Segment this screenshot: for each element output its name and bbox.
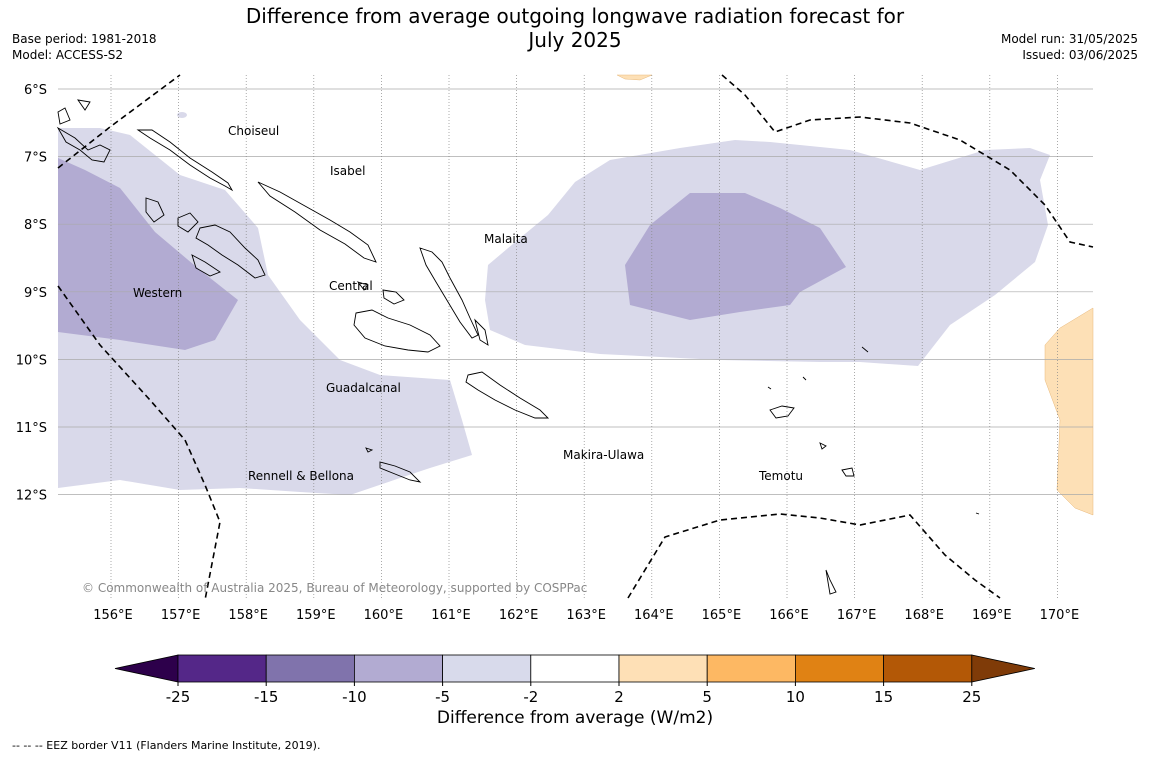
colorbar-extend-min: [114, 654, 179, 683]
lat-label: 7°S: [24, 151, 47, 166]
lat-label: 8°S: [24, 218, 47, 233]
colorbar-tick-label: 10: [786, 688, 805, 706]
colorbar-tick-label: -15: [254, 688, 279, 706]
lon-label: 161°E: [431, 608, 471, 623]
mid-purple-east: [625, 193, 846, 320]
colorbar-tick-label: -25: [166, 688, 191, 706]
map: 6°S 7°S 8°S 9°S 10°S 11°S 12°S 156°E 157°E 158°E…: [16, 74, 1094, 623]
place-label: Choiseul: [228, 124, 279, 138]
lon-labels: 156°E 157°E 158°E 159°E 160°E 161°E 162°E 163°E…: [93, 608, 1079, 623]
anomaly-fills: [58, 74, 1094, 516]
lon-label: 157°E: [161, 608, 201, 623]
lon-label: 169°E: [972, 608, 1012, 623]
base-period: Base period: 1981-2018: [12, 32, 157, 46]
colorbar-tick-label: -10: [342, 688, 367, 706]
place-label: Rennell & Bellona: [248, 469, 354, 483]
colorbar-tick-label: -5: [435, 688, 450, 706]
grid: [58, 75, 1093, 598]
colorbar-tick-label: 2: [614, 688, 624, 706]
light-purple-west: [58, 128, 472, 495]
mid-purple-west: [58, 158, 238, 350]
lon-label: 160°E: [364, 608, 404, 623]
lon-label: 164°E: [634, 608, 674, 623]
colorbar-label: Difference from average (W/m2): [436, 708, 714, 728]
colorbar-segment: [618, 654, 708, 683]
lon-label: 165°E: [702, 608, 742, 623]
lon-label: 159°E: [296, 608, 336, 623]
colorbar-extend-max: [971, 654, 1035, 683]
colorbar-segment: [706, 654, 796, 683]
colorbar-segment: [883, 654, 973, 683]
copyright-text: © Commonwealth of Australia 2025, Bureau…: [82, 581, 587, 595]
title-line-1: Difference from average outgoing longwav…: [245, 4, 905, 28]
lat-label: 9°S: [24, 286, 47, 301]
coast-choiseul: [136, 129, 234, 192]
coast-makira: [465, 371, 550, 419]
lat-label: 6°S: [24, 83, 47, 98]
place-label: Temotu: [758, 469, 803, 483]
colorbar-segment: [530, 654, 620, 683]
colorbar-ticks: -25 -15 -10 -5 -2 2 5 10 15 25: [166, 682, 981, 706]
coast-florida: [356, 281, 405, 305]
colorbar-tick-label: 25: [962, 688, 981, 706]
issued-date: Issued: 03/06/2025: [1022, 48, 1138, 62]
colorbar-segment: [795, 654, 885, 683]
eez-north-east: [721, 74, 1094, 248]
lon-label: 162°E: [499, 608, 539, 623]
coast-isabel: [257, 181, 377, 263]
meta-left: Base period: 1981-2018 Model: ACCESS-S2: [12, 31, 157, 63]
coast-bougainville: [56, 99, 111, 163]
coastlines: [56, 99, 980, 595]
colorbar-segments: [114, 654, 1035, 683]
eez-south: [627, 513, 1001, 599]
lon-label: 158°E: [228, 608, 268, 623]
lon-label: 166°E: [769, 608, 809, 623]
model-run: Model run: 31/05/2025: [1000, 32, 1138, 46]
colorbar-tick-label: -2: [523, 688, 538, 706]
place-label: Western: [133, 286, 182, 300]
place-label: Guadalcanal: [326, 381, 401, 395]
lat-labels: 6°S 7°S 8°S 9°S 10°S 11°S 12°S: [16, 83, 47, 504]
colorbar-tick-label: 15: [874, 688, 893, 706]
coast-new-georgia: [145, 197, 266, 279]
eez-footnote: -- -- -- EEZ border V11 (Flanders Marine…: [12, 739, 321, 752]
place-label: Makira-Ulawa: [563, 448, 644, 462]
place-labels: Choiseul Isabel Malaita Western Central Guada…: [133, 124, 803, 483]
lat-label: 10°S: [16, 353, 47, 368]
colorbar-segment: [265, 654, 355, 683]
small-purple-patch: [177, 112, 187, 118]
model-name: Model: ACCESS-S2: [12, 48, 124, 62]
coast-santa-cruz: [767, 346, 980, 595]
colorbar-segment: [442, 654, 532, 683]
place-label: Malaita: [484, 232, 528, 246]
colorbar-segment: [353, 654, 443, 683]
coast-malaita: [419, 247, 489, 346]
eez-borders: [57, 74, 1094, 601]
light-orange-east: [1044, 307, 1094, 516]
colorbar-segment: [177, 654, 267, 683]
lon-label: 156°E: [93, 608, 133, 623]
eez-west-top: [57, 74, 181, 169]
lon-label: 163°E: [566, 608, 606, 623]
coast-rennell: [365, 447, 422, 483]
place-label: Central: [329, 279, 373, 293]
lon-label: 168°E: [904, 608, 944, 623]
place-label: Isabel: [330, 164, 365, 178]
light-orange-north: [616, 74, 653, 81]
title-line-2: July 2025: [528, 28, 622, 52]
lon-label: 170°E: [1040, 608, 1080, 623]
lat-label: 12°S: [16, 489, 47, 504]
eez-west-bottom: [57, 285, 221, 601]
lat-label: 11°S: [16, 421, 47, 436]
meta-right: Model run: 31/05/2025 Issued: 03/06/2025: [1001, 31, 1138, 63]
chart-title: Difference from average outgoing longwav…: [0, 4, 1150, 52]
colorbar-tick-label: 5: [702, 688, 712, 706]
lon-label: 167°E: [837, 608, 877, 623]
colorbar: -25 -15 -10 -5 -2 2 5 10 15 25: [114, 654, 1035, 706]
coast-guadalcanal: [353, 309, 441, 353]
